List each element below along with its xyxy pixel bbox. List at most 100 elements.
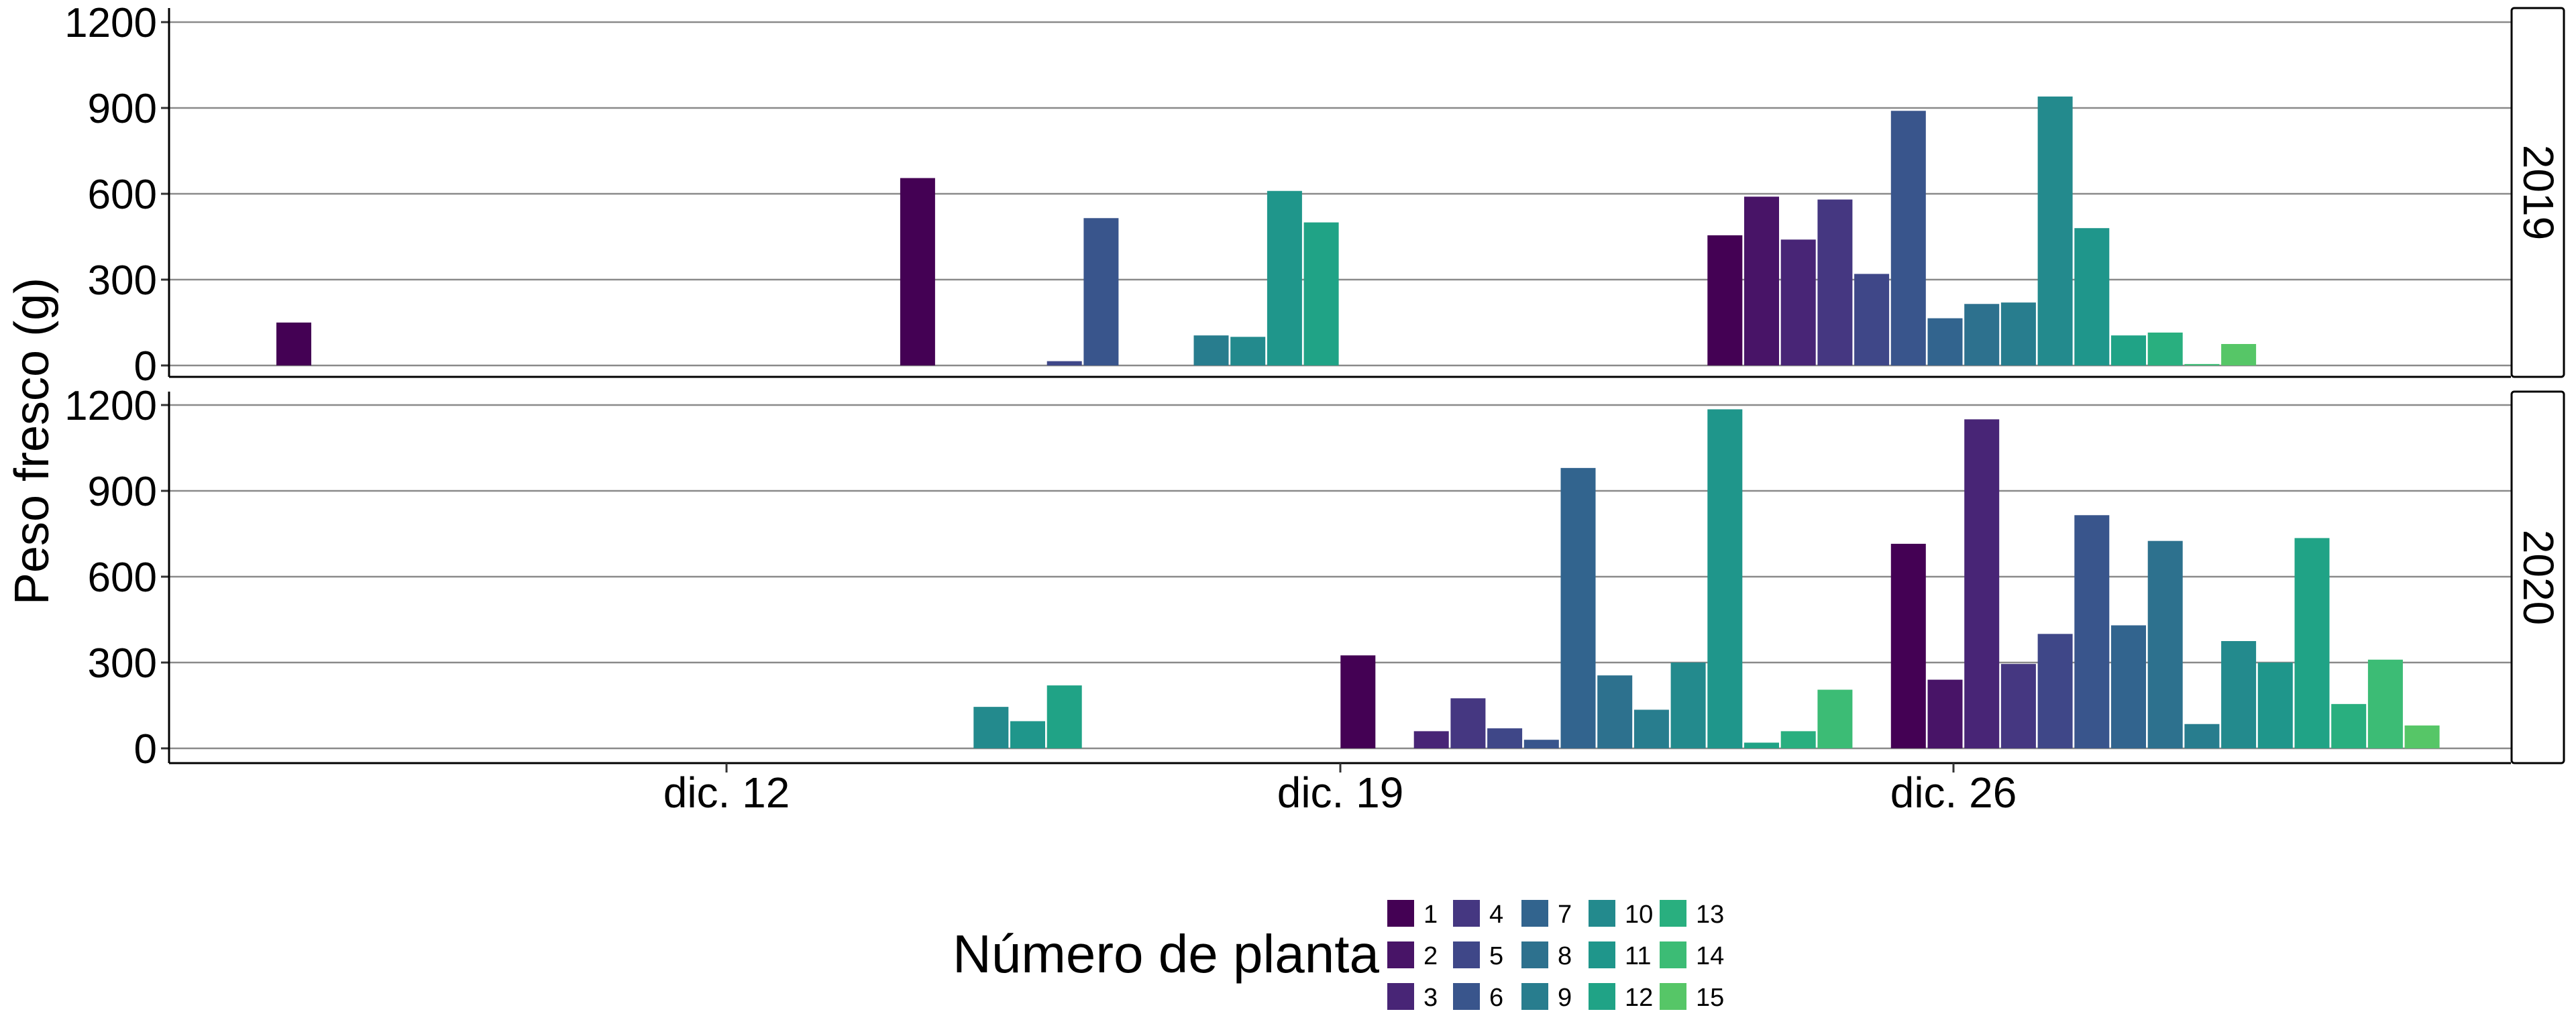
y-axis-title: Peso fresco (g) — [5, 278, 59, 605]
bar-planta-2 — [1927, 679, 1963, 748]
bar-planta-6 — [1083, 218, 1119, 365]
bar-planta-12 — [2294, 538, 2330, 748]
bar-planta-12 — [2111, 335, 2146, 365]
legend-label-2: 2 — [1424, 942, 1438, 970]
legend-key-5 — [1453, 941, 1480, 968]
bar-planta-13 — [2147, 332, 2183, 365]
legend-label-4: 4 — [1489, 901, 1503, 929]
legend-label-11: 11 — [1625, 942, 1651, 970]
legend-label-14: 14 — [1696, 942, 1724, 970]
panel-2019: 0 300 600 900 1200 2019 — [64, 0, 2565, 390]
legend-key-6 — [1453, 983, 1480, 1010]
bar-planta-11 — [2074, 228, 2110, 365]
bar-planta-1 — [1707, 235, 1743, 365]
y-tick-label: 300 — [88, 258, 157, 304]
bar-planta-10 — [2037, 96, 2073, 365]
bar-planta-15 — [2221, 344, 2257, 365]
bar-planta-5 — [2037, 634, 2073, 748]
y-tick-label: 1200 — [64, 0, 157, 46]
bar-planta-8 — [1597, 675, 1633, 748]
legend-label-12: 12 — [1625, 984, 1653, 1012]
bar-planta-13 — [2331, 703, 2367, 748]
legend-key-14 — [1660, 941, 1686, 968]
y-tick-label: 600 — [88, 555, 157, 601]
legend-label-6: 6 — [1489, 984, 1503, 1012]
legend-key-11 — [1589, 941, 1615, 968]
y-tick-label: 600 — [88, 172, 157, 218]
legend-key-4 — [1453, 900, 1480, 927]
y-tick-label: 900 — [88, 86, 157, 132]
bar-planta-12 — [1046, 685, 1082, 748]
legend-label-5: 5 — [1489, 942, 1503, 970]
bar-planta-12 — [1744, 742, 1779, 748]
y-tick-label: 300 — [88, 640, 157, 687]
bar-planta-5 — [1854, 274, 1890, 365]
legend-label-7: 7 — [1558, 901, 1572, 929]
x-tick-label: dic. 26 — [1890, 768, 2017, 817]
facet-strip — [2510, 390, 2565, 764]
y-tick-label: 1200 — [64, 383, 157, 429]
bar-planta-9 — [1193, 335, 1229, 365]
facet-strip — [2510, 7, 2565, 378]
legend-key-12 — [1589, 983, 1615, 1010]
bar-planta-10 — [1230, 337, 1266, 365]
legend-key-13 — [1660, 900, 1686, 927]
legend-label-10: 10 — [1625, 901, 1653, 929]
bar-planta-14 — [2184, 363, 2220, 365]
bar-planta-1 — [276, 323, 311, 365]
panels-layer: 0 300 600 900 1200 2019 0 300 600 900 1200 2020 — [64, 0, 2565, 772]
legend-label-15: 15 — [1696, 984, 1724, 1012]
bar-planta-1 — [900, 178, 935, 365]
bar-planta-10 — [973, 707, 1009, 748]
bar-planta-11 — [1267, 190, 1302, 365]
legend-key-15 — [1660, 983, 1686, 1010]
legend-label-3: 3 — [1424, 984, 1438, 1012]
x-tick-label: dic. 12 — [663, 768, 790, 817]
bar-planta-5 — [1487, 728, 1523, 748]
legend-label-1: 1 — [1424, 901, 1438, 929]
legend-key-3 — [1387, 983, 1414, 1010]
facet-label: 2020 — [2514, 530, 2563, 625]
legend-key-2 — [1387, 941, 1414, 968]
bar-planta-3 — [1964, 419, 2000, 748]
legend-label-13: 13 — [1696, 901, 1724, 929]
x-tick-label: dic. 19 — [1277, 768, 1404, 817]
bar-planta-13 — [1780, 731, 1816, 748]
bar-planta-12 — [1303, 222, 1339, 365]
bar-planta-8 — [1964, 304, 2000, 365]
bar-planta-3 — [1413, 731, 1449, 748]
legend-key-8 — [1521, 941, 1548, 968]
y-tick-label: 0 — [134, 726, 157, 772]
bar-planta-1 — [1340, 655, 1376, 748]
panel-2020: 0 300 600 900 1200 2020 — [64, 383, 2565, 772]
y-tick-label: 0 — [134, 343, 157, 390]
bar-planta-14 — [2367, 659, 2403, 748]
bar-planta-11 — [2257, 663, 2293, 748]
legend-title: Número de planta — [953, 924, 1379, 984]
bar-planta-6 — [1523, 740, 1559, 748]
legend-label-9: 9 — [1558, 984, 1572, 1012]
bar-planta-9 — [2184, 724, 2220, 748]
bar-planta-10 — [2221, 641, 2257, 748]
bar-planta-7 — [1927, 318, 1963, 365]
bar-planta-11 — [1010, 721, 1045, 748]
bar-planta-11 — [1707, 409, 1743, 748]
bar-planta-1 — [1890, 543, 1926, 748]
bar-planta-5 — [1046, 361, 1082, 365]
facet-label: 2019 — [2514, 145, 2563, 240]
bar-planta-9 — [2000, 302, 2036, 365]
x-axis: dic. 12 dic. 19 dic. 26 — [663, 763, 2017, 817]
y-tick-label: 900 — [88, 469, 157, 515]
bar-planta-10 — [1670, 663, 1706, 748]
bar-planta-6 — [1890, 111, 1926, 365]
legend-label-8: 8 — [1558, 942, 1572, 970]
legend-key-7 — [1521, 900, 1548, 927]
bar-planta-3 — [1780, 239, 1816, 365]
legend-key-9 — [1521, 983, 1548, 1010]
bar-planta-14 — [1817, 689, 1853, 748]
bar-planta-4 — [1450, 698, 1486, 748]
legend-key-10 — [1589, 900, 1615, 927]
bar-planta-15 — [2404, 725, 2440, 748]
